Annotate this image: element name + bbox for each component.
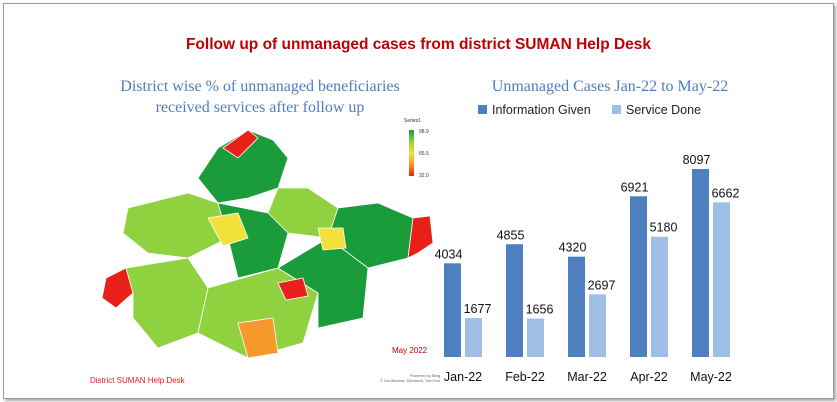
bar-service-done-jan-22 <box>465 318 482 357</box>
data-label-service-done-mar-22: 2697 <box>588 278 616 292</box>
x-tick-label-feb-22: Feb-22 <box>505 370 545 384</box>
map-month-label: May 2022 <box>392 346 428 355</box>
map-footer: District SUMAN Help Desk <box>90 376 185 385</box>
bar-information-given-may-22 <box>692 168 709 357</box>
map-legend-min: 32.0 <box>419 173 429 179</box>
data-label-information-given-feb-22: 4855 <box>497 228 525 242</box>
data-label-information-given-apr-22: 6921 <box>621 180 649 194</box>
legend-swatch-information-given <box>478 105 487 114</box>
data-label-information-given-may-22: 8097 <box>683 153 711 167</box>
bar-information-given-apr-22 <box>630 196 647 357</box>
district-choropleth-map <box>101 129 434 359</box>
map-region-west <box>122 192 229 259</box>
map-credit: Powered by Bing © GeoNames, Microsoft, T… <box>374 373 440 383</box>
chart-legend: Information Given Service Done <box>470 102 770 118</box>
x-tick-label-apr-22: Apr-22 <box>630 370 668 384</box>
data-label-service-done-apr-22: 5180 <box>650 221 678 235</box>
map-legend-gradient <box>409 130 414 176</box>
bar-information-given-jan-22 <box>444 263 461 357</box>
map-credit-line1: Powered by Bing <box>409 373 440 378</box>
map-region-north <box>197 129 289 204</box>
legend-label-information-given: Information Given <box>492 103 591 117</box>
bar-chart: 4034 1677 Jan-22 4855 1656 Feb-22 4320 2697 Mar-… <box>435 153 740 384</box>
map-region-north-red <box>222 129 259 159</box>
map-title-line1: District wise % of unmanaged beneficiari… <box>120 78 400 95</box>
map-title-line2: received services after follow up <box>155 99 365 116</box>
data-label-service-done-feb-22: 1656 <box>526 303 554 317</box>
data-label-service-done-may-22: 6662 <box>712 186 740 200</box>
map-legend-title: Series1 <box>404 118 421 124</box>
map-region-centre-red <box>277 277 309 301</box>
map-region-southwest <box>125 257 209 349</box>
x-tick-label-mar-22: Mar-22 <box>567 370 607 384</box>
map-credit-line2: © GeoNames, Microsoft, TomTom <box>380 378 440 383</box>
map-region-far-east <box>407 215 434 259</box>
bar-service-done-apr-22 <box>651 236 668 357</box>
map-region-south-orange <box>237 317 279 359</box>
chart-title: Unmanaged Cases Jan-22 to May-22 <box>491 78 729 95</box>
bar-service-done-may-22 <box>713 202 730 357</box>
legend-swatch-service-done <box>612 105 621 114</box>
map-region-centre-yellow <box>207 212 249 247</box>
map-region-west-red <box>101 267 134 309</box>
legend-label-service-done: Service Done <box>626 103 702 117</box>
bar-information-given-mar-22 <box>568 256 585 357</box>
bar-information-given-feb-22 <box>506 244 523 357</box>
bar-service-done-feb-22 <box>527 318 544 357</box>
map-legend-max: 98.9 <box>419 129 429 135</box>
x-tick-label-may-22: May-22 <box>690 370 732 384</box>
data-label-service-done-jan-22: 1677 <box>464 302 492 316</box>
bar-service-done-mar-22 <box>589 294 606 357</box>
map-title: District wise % of unmanaged beneficiari… <box>60 76 460 118</box>
x-tick-label-jan-22: Jan-22 <box>444 370 482 384</box>
map-legend-mid: 65.5 <box>419 151 429 157</box>
page-title: Follow up of unmanaged cases from distri… <box>185 36 652 53</box>
data-label-information-given-mar-22: 4320 <box>559 241 587 255</box>
map-region-east-yellow <box>317 227 347 251</box>
data-label-information-given-jan-22: 4034 <box>435 247 463 261</box>
